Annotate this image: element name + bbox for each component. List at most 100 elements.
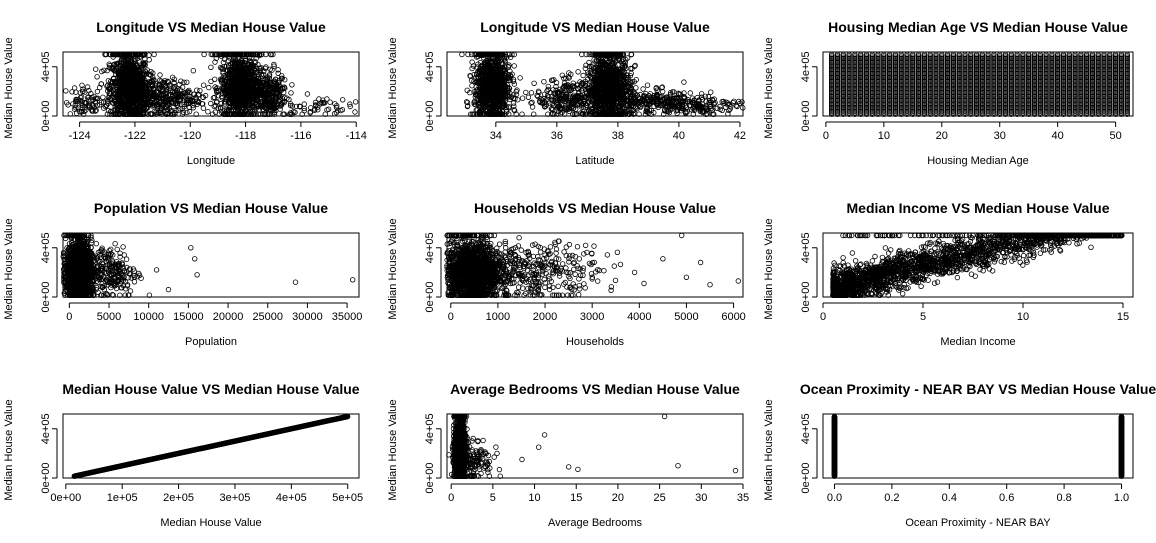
- data-point: [226, 107, 232, 113]
- data-point: [133, 108, 139, 114]
- data-point: [613, 57, 619, 64]
- data-point: [220, 87, 226, 93]
- data-point: [267, 66, 273, 72]
- data-point: [588, 106, 594, 112]
- data-point: [301, 107, 307, 114]
- data-point: [327, 99, 333, 105]
- data-point: [308, 105, 314, 111]
- data-point: [263, 51, 269, 58]
- data-point: [245, 102, 251, 108]
- data-point: [210, 51, 216, 58]
- data-point: [121, 51, 127, 58]
- data-point: [85, 97, 92, 103]
- data-point: [186, 93, 193, 100]
- data-point: [223, 76, 230, 83]
- data-point: [591, 65, 597, 71]
- data-point: [493, 60, 499, 67]
- data-point: [594, 77, 600, 84]
- data-point: [587, 87, 593, 93]
- data-point: [118, 60, 124, 66]
- data-point: [267, 91, 273, 97]
- data-point: [176, 81, 183, 88]
- data-point: [514, 87, 520, 93]
- data-point: [121, 59, 127, 66]
- data-point: [156, 83, 162, 89]
- data-point: [278, 100, 285, 107]
- data-point: [89, 103, 96, 109]
- data-point: [92, 66, 99, 72]
- data-point: [271, 61, 277, 68]
- data-point: [113, 61, 120, 68]
- data-point: [592, 102, 599, 109]
- data-point: [468, 111, 474, 117]
- data-point: [242, 57, 249, 64]
- data-point: [118, 82, 125, 88]
- data-point: [221, 83, 227, 90]
- data-point: [288, 90, 294, 96]
- data-point: [104, 111, 111, 117]
- data-point: [519, 111, 525, 117]
- data-point: [579, 111, 586, 117]
- data-point: [148, 78, 154, 85]
- data-point: [237, 81, 243, 87]
- data-point: [273, 81, 279, 87]
- data-point: [548, 97, 555, 103]
- data-point: [234, 68, 241, 74]
- data-point: [557, 105, 564, 111]
- data-point: [494, 72, 500, 78]
- data-point: [272, 99, 278, 106]
- data-point: [334, 102, 340, 109]
- data-point: [598, 96, 605, 103]
- data-point: [139, 89, 145, 95]
- data-point: [602, 111, 608, 117]
- data-point: [136, 58, 142, 64]
- data-point: [568, 101, 574, 108]
- data-point: [253, 51, 260, 58]
- data-point: [560, 96, 567, 102]
- data-point: [120, 71, 126, 78]
- data-point: [528, 90, 535, 96]
- data-point: [101, 67, 107, 73]
- data-point: [159, 95, 165, 101]
- data-point: [483, 63, 489, 69]
- data-point: [225, 79, 231, 86]
- data-point: [271, 109, 278, 116]
- data-point: [582, 78, 588, 85]
- data-point: [223, 106, 229, 112]
- data-point: [104, 83, 110, 89]
- data-point: [211, 76, 218, 82]
- data-point: [517, 75, 523, 81]
- data-point: [488, 76, 494, 82]
- data-point: [562, 104, 569, 110]
- data-point: [118, 79, 124, 86]
- data-point: [221, 101, 228, 107]
- data-point: [289, 103, 296, 109]
- data-point: [195, 92, 201, 98]
- data-point: [483, 82, 490, 89]
- data-point: [163, 96, 169, 103]
- data-point: [500, 74, 507, 80]
- data-point: [507, 54, 514, 60]
- data-point: [490, 86, 496, 93]
- data-point: [254, 69, 260, 75]
- data-point: [251, 104, 258, 111]
- y-tick-label: 0e+00: [40, 101, 52, 132]
- data-point: [468, 77, 475, 84]
- data-point: [128, 84, 134, 91]
- data-point: [619, 65, 626, 71]
- data-point: [161, 82, 168, 89]
- data-point: [108, 108, 114, 114]
- data-point: [217, 76, 224, 82]
- data-point: [561, 75, 567, 81]
- data-point: [172, 89, 178, 95]
- data-point: [233, 102, 239, 108]
- data-point: [352, 109, 358, 115]
- data-point: [568, 71, 574, 77]
- data-point: [607, 62, 613, 69]
- data-point: [157, 77, 163, 84]
- data-point: [218, 100, 224, 107]
- data-point: [93, 95, 99, 101]
- data-point: [480, 91, 486, 97]
- data-point: [93, 107, 99, 113]
